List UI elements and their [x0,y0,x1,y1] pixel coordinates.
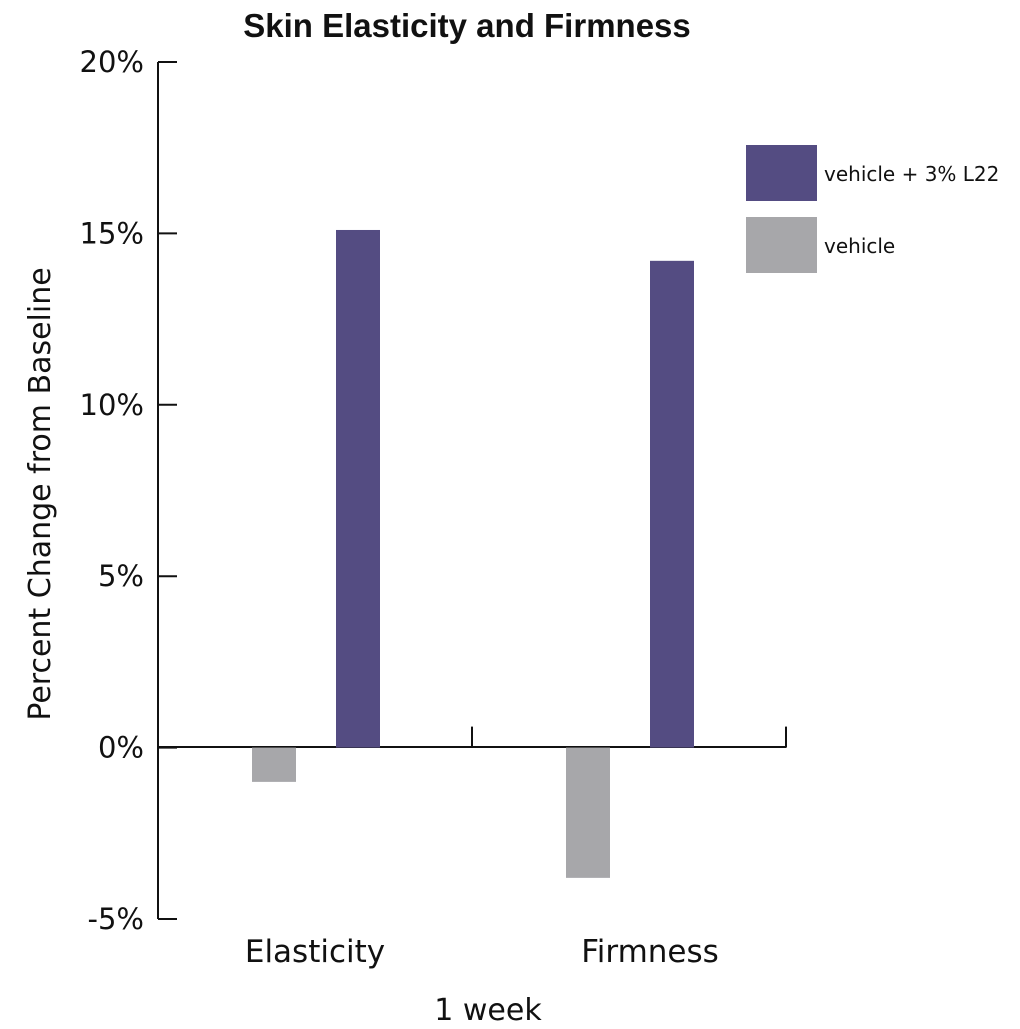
y-tick-label: 20% [80,45,144,79]
x-category-label: Firmness [581,934,719,970]
chart-title: Skin Elasticity and Firmness [243,7,691,44]
bar-group [252,229,694,878]
legend-swatch [746,217,817,273]
bar-elasticity-vehicle [252,747,296,782]
legend-label: vehicle + 3% L22 [824,162,999,186]
y-axis-title: Percent Change from Baseline [23,267,58,720]
y-tick-label: 0% [98,731,144,765]
legend-label: vehicle [824,234,895,258]
x-category-label: Elasticity [245,934,385,970]
category-labels: Elasticity Firmness [245,934,719,970]
y-axis-ticks: 20% 15% 10% 5% 0% -5% [80,45,177,936]
y-tick-label: 15% [80,216,144,250]
x-axis-ticks [471,726,787,748]
y-tick-label: 10% [80,388,144,422]
x-axis-title: 1 week [434,993,542,1028]
y-tick-label: 5% [98,559,144,593]
legend-swatch [746,145,817,201]
bar-firmness-vehicle [566,747,610,878]
bar-firmness-vehicle-3-l22 [650,260,694,748]
y-tick-label: -5% [88,902,144,936]
legend: vehicle + 3% L22 vehicle [746,145,999,273]
bar-elasticity-vehicle-3-l22 [336,229,380,748]
